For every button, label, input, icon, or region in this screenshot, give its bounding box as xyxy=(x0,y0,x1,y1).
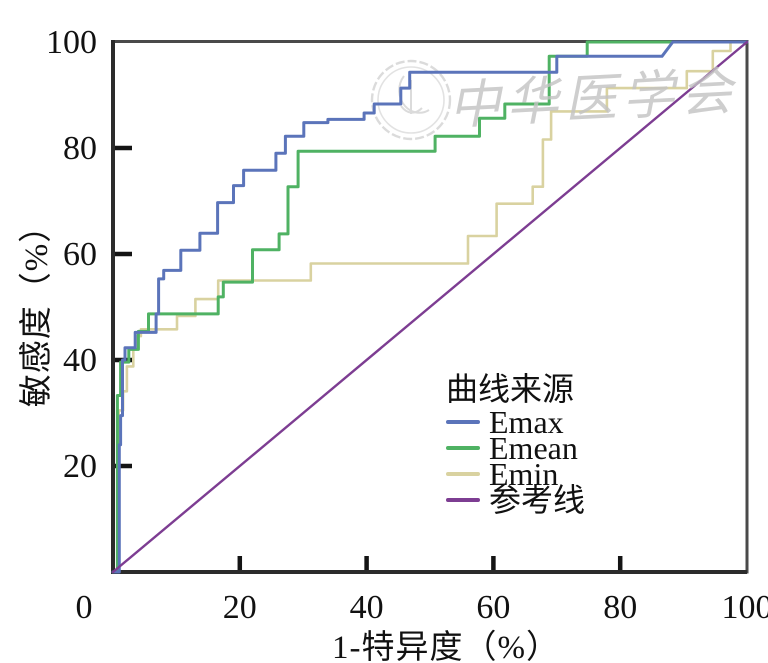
legend-line-emin-icon xyxy=(446,472,480,476)
x-ticks xyxy=(237,556,623,570)
legend-title: 曲线来源 xyxy=(446,371,575,407)
y-axis-title: 敏感度（%） xyxy=(19,208,55,408)
roc-curve-emin xyxy=(111,40,749,574)
y-tick-label: 100 xyxy=(46,24,97,61)
legend-label-emean: Emean xyxy=(489,430,578,466)
roc-curve-emax xyxy=(111,40,749,574)
x-tick-label: 60 xyxy=(476,589,510,626)
x-tick-label: 20 xyxy=(223,589,257,626)
legend-item-emax: Emax xyxy=(446,404,585,440)
legend: 曲线来源 Emax Emean Emin 参考线 xyxy=(446,371,586,518)
roc-curves xyxy=(111,40,749,574)
x-tick-label: 80 xyxy=(603,589,637,626)
watermark-seal-icon xyxy=(370,59,452,141)
legend-label-reference: 参考线 xyxy=(489,482,586,518)
legend-item-reference: 参考线 xyxy=(446,482,586,518)
legend-label-emin: Emin xyxy=(489,456,559,492)
watermark-text: 中华医学会 xyxy=(447,63,740,136)
y-tick-label: 20 xyxy=(63,448,97,485)
y-tick-label: 40 xyxy=(63,342,97,379)
y-tick-labels: 20 40 60 80 100 xyxy=(46,24,97,485)
x-tick-label: 40 xyxy=(350,589,384,626)
legend-item-emean: Emean xyxy=(446,430,585,466)
x-tick-label: 0 xyxy=(76,589,93,626)
y-tick-label: 80 xyxy=(63,130,97,167)
legend-label-emax: Emax xyxy=(489,404,564,440)
legend-line-emax-icon xyxy=(446,420,480,424)
legend-item-emin: Emin xyxy=(446,456,585,492)
legend-line-emean-icon xyxy=(446,446,480,450)
roc-curve-emean xyxy=(111,40,749,574)
x-tick-label: 100 xyxy=(722,589,768,626)
x-tick-labels: 0 20 40 60 80 100 xyxy=(76,589,768,626)
roc-curve-reference xyxy=(111,40,749,574)
x-axis-title: 1-特异度（%） xyxy=(332,630,560,663)
legend-line-reference-icon xyxy=(446,498,480,502)
y-tick-label: 60 xyxy=(63,236,97,273)
